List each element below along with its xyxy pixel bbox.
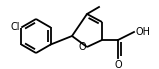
Text: O: O (78, 42, 86, 52)
Text: O: O (114, 59, 122, 69)
Text: Cl: Cl (11, 22, 20, 32)
Text: OH: OH (135, 27, 150, 37)
